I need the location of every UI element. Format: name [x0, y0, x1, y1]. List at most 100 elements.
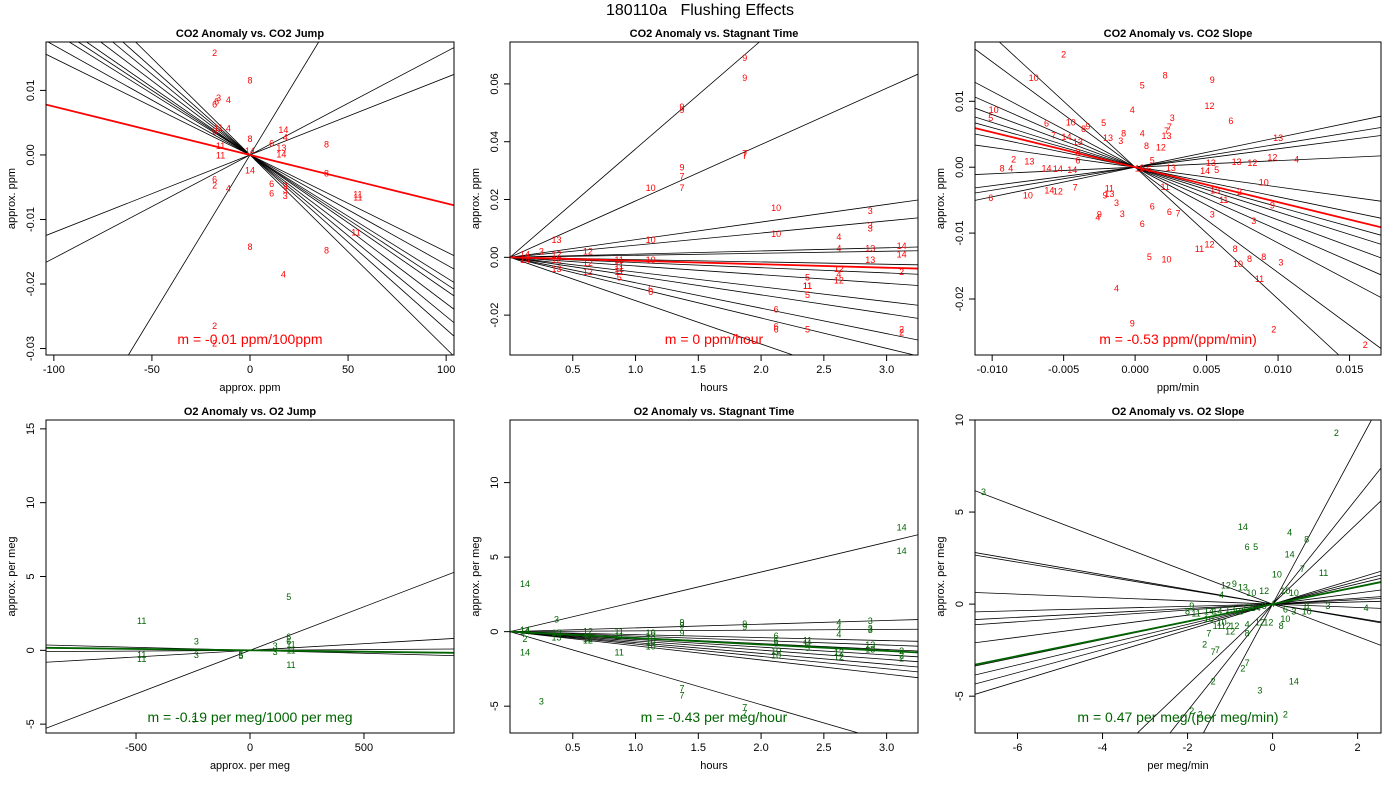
data-point: 12	[1204, 101, 1214, 111]
data-point: 7	[1206, 629, 1211, 639]
fit-line	[975, 81, 1381, 298]
data-point: 6	[1044, 119, 1049, 129]
data-point: 13	[865, 255, 875, 265]
data-point: 12	[583, 258, 593, 268]
data-point: 14	[1285, 549, 1295, 559]
data-point: 12	[1255, 618, 1265, 628]
data-point: 10	[1280, 586, 1290, 596]
slope-annotation: m = 0 ppm/hour	[665, 331, 764, 347]
data-point: 11	[216, 151, 225, 161]
data-point: 4	[1095, 212, 1100, 222]
data-point: 11	[1195, 244, 1204, 254]
data-point: 13	[1104, 189, 1114, 199]
data-point: 14	[1200, 166, 1210, 176]
data-point: 4	[226, 123, 231, 133]
data-point: 3	[273, 641, 278, 651]
y-tick-label: -0.01	[954, 221, 966, 246]
panel-title: O2 Anomaly vs. O2 Jump	[184, 406, 317, 418]
data-point: 7	[1245, 658, 1250, 668]
data-point: 13	[1232, 157, 1242, 167]
fit-line	[975, 589, 1381, 644]
y-tick-label: 5	[954, 509, 966, 515]
panel-title: CO2 Anomaly vs. CO2 Jump	[176, 28, 324, 40]
data-point: 10	[1246, 588, 1256, 598]
data-point: 14	[897, 249, 907, 259]
plot-frame	[974, 41, 1382, 356]
y-tick-label: -0.02	[489, 303, 501, 328]
data-point: 10	[1204, 614, 1214, 624]
data-point: 8	[1245, 629, 1250, 639]
data-point: 10	[1029, 73, 1039, 83]
x-axis-label: approx. ppm	[219, 382, 280, 394]
data-point: 10	[1302, 606, 1312, 616]
data-point: 6	[1245, 542, 1250, 552]
data-point: 3	[1118, 136, 1123, 146]
data-point: 2	[899, 267, 904, 277]
data-point: 9	[742, 73, 747, 83]
x-tick-label: 2.0	[753, 742, 768, 754]
data-point: 3	[981, 487, 986, 497]
data-point: 10	[989, 105, 999, 115]
panel-title: CO2 Anomaly vs. CO2 Slope	[1104, 28, 1253, 40]
y-tick-label: -0.03	[25, 336, 37, 361]
data-point: 6	[774, 325, 779, 335]
y-axis-label: approx. ppm	[6, 168, 18, 229]
data-point: 11	[351, 227, 360, 237]
data-point: 11	[1219, 195, 1228, 205]
fit-line	[510, 256, 918, 275]
data-point: 7	[679, 183, 684, 193]
fit-line	[975, 600, 1381, 613]
data-point: 7	[742, 703, 747, 713]
fit-line	[975, 115, 1381, 201]
data-point: 13	[1210, 185, 1220, 195]
fit-line	[975, 116, 1381, 245]
data-point: 4	[1245, 619, 1250, 629]
data-point: 5	[805, 643, 810, 653]
data-point: 8	[1233, 244, 1238, 254]
x-tick-label: 1.0	[628, 742, 643, 754]
data-point: 8	[1163, 71, 1168, 81]
fit-line	[100, 42, 454, 310]
fit-line	[510, 256, 794, 355]
data-point: 2	[1011, 154, 1016, 164]
y-tick-label: -5	[489, 701, 501, 711]
x-axis-label: approx. per meg	[210, 760, 290, 772]
data-point: 3	[1291, 606, 1296, 616]
data-point: 9	[679, 105, 684, 115]
data-point: 2	[212, 180, 217, 190]
data-point: 4	[836, 232, 841, 242]
x-tick-label: 1.5	[691, 364, 706, 376]
data-point: 9	[1130, 318, 1135, 328]
x-tick-label: 0.010	[1264, 364, 1292, 376]
data-point: 6	[774, 304, 779, 314]
data-point: 5	[617, 273, 622, 283]
data-point: 4	[226, 95, 231, 105]
plot-frame	[974, 419, 1382, 734]
fit-line	[975, 96, 1381, 276]
data-point: 14	[1061, 132, 1071, 142]
fit-line	[510, 256, 915, 355]
slope-annotation: m = -0.19 per meg/1000 per meg	[147, 709, 352, 725]
fit-line	[510, 256, 918, 306]
x-axis-label: per meg/min	[1147, 760, 1208, 772]
data-point: 8	[247, 134, 252, 144]
data-point: 2	[1211, 676, 1216, 686]
data-point: 13	[551, 633, 561, 643]
data-point: 5	[805, 273, 810, 283]
data-point: 8	[1261, 252, 1266, 262]
data-point: 3	[868, 223, 873, 233]
data-point: 14	[520, 625, 530, 635]
data-point: 3	[194, 636, 199, 646]
x-tick-label: 3.0	[879, 364, 894, 376]
data-point: 6	[1228, 116, 1233, 126]
data-point: 3	[1251, 216, 1256, 226]
x-tick-label: -500	[125, 742, 147, 754]
plot-frame	[45, 419, 455, 734]
data-point: 7	[1051, 131, 1056, 141]
fit-line	[112, 42, 454, 324]
plot-area: 2834661146814486111314141114862469363111…	[46, 42, 454, 355]
data-point: 2	[523, 634, 528, 644]
data-point: 9	[283, 181, 288, 191]
